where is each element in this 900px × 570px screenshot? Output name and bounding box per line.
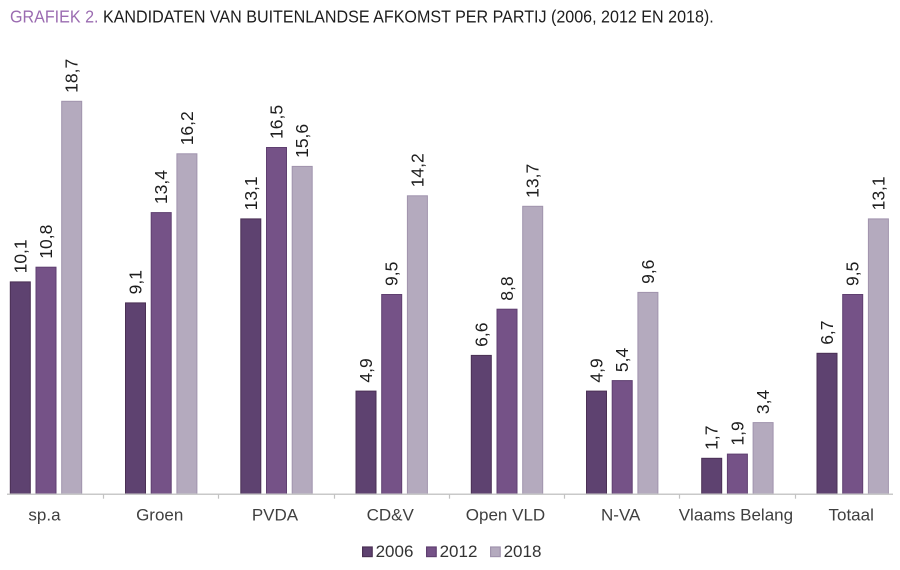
svg-text:6,6: 6,6 — [471, 323, 491, 347]
svg-text:sp.a: sp.a — [28, 506, 61, 525]
svg-text:9,5: 9,5 — [843, 262, 863, 286]
svg-text:9,5: 9,5 — [382, 262, 402, 286]
svg-text:N-VA: N-VA — [601, 506, 641, 525]
svg-text:10,1: 10,1 — [10, 239, 30, 273]
svg-text:2012: 2012 — [440, 542, 478, 561]
svg-text:Totaal: Totaal — [829, 506, 874, 525]
svg-text:13,4: 13,4 — [151, 170, 171, 204]
svg-text:10,8: 10,8 — [36, 225, 56, 259]
svg-text:13,7: 13,7 — [523, 164, 543, 198]
svg-text:1,7: 1,7 — [702, 425, 722, 449]
svg-text:9,6: 9,6 — [638, 260, 658, 284]
svg-text:9,1: 9,1 — [126, 270, 146, 294]
svg-text:13,1: 13,1 — [241, 176, 261, 210]
svg-text:18,7: 18,7 — [62, 59, 82, 93]
svg-text:Vlaams Belang: Vlaams Belang — [679, 506, 793, 525]
svg-text:PVDA: PVDA — [252, 506, 299, 525]
svg-text:CD&V: CD&V — [367, 506, 415, 525]
svg-text:Groen: Groen — [136, 506, 183, 525]
svg-text:3,4: 3,4 — [753, 390, 773, 415]
svg-text:2006: 2006 — [376, 542, 414, 561]
svg-text:13,1: 13,1 — [868, 176, 888, 210]
svg-text:16,5: 16,5 — [267, 105, 287, 139]
svg-text:2018: 2018 — [504, 542, 542, 561]
svg-text:8,8: 8,8 — [497, 276, 517, 300]
svg-text:GRAFIEK 2. KANDIDATEN VAN BUIT: GRAFIEK 2. KANDIDATEN VAN BUITENLANDSE A… — [10, 7, 714, 27]
svg-text:15,6: 15,6 — [292, 124, 312, 158]
svg-text:14,2: 14,2 — [407, 153, 427, 187]
svg-text:Open VLD: Open VLD — [466, 506, 545, 525]
svg-text:4,9: 4,9 — [587, 358, 607, 382]
svg-text:1,9: 1,9 — [727, 421, 747, 445]
svg-text:4,9: 4,9 — [356, 358, 376, 382]
svg-text:6,7: 6,7 — [817, 320, 837, 344]
svg-text:5,4: 5,4 — [612, 348, 632, 373]
svg-text:16,2: 16,2 — [177, 111, 197, 145]
